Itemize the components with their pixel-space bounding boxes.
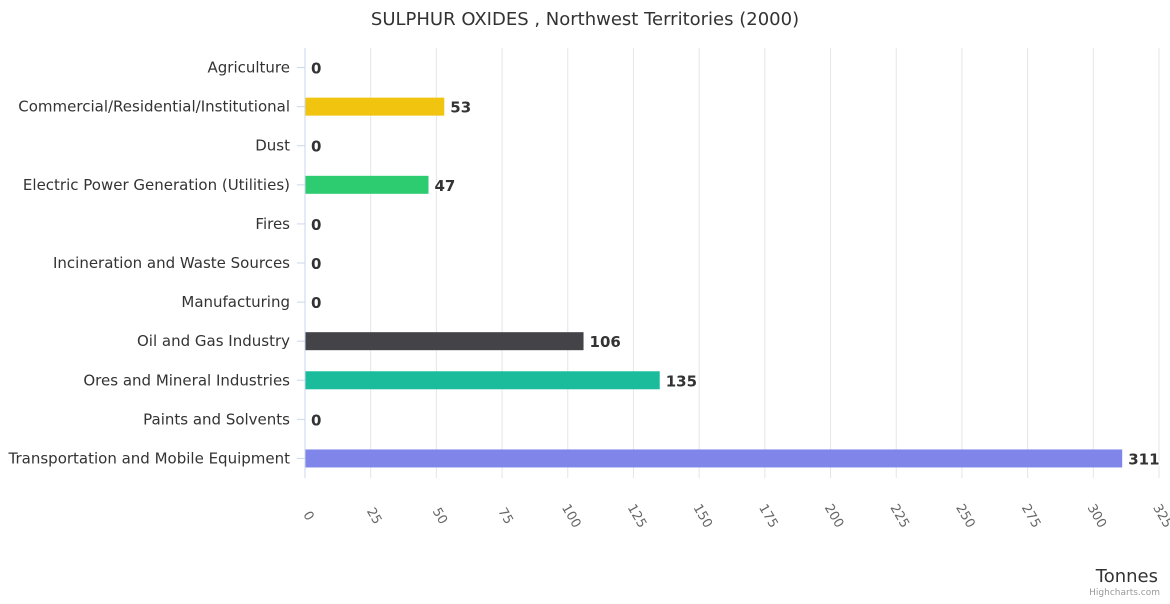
data-label: 0	[311, 216, 321, 234]
data-label: 0	[311, 294, 321, 312]
data-label: 47	[435, 177, 456, 195]
category-label: Commercial/Residential/Institutional	[18, 98, 290, 116]
bar[interactable]	[305, 371, 660, 390]
data-label: 0	[311, 255, 321, 273]
data-label: 0	[311, 60, 321, 78]
tick-label: 50	[429, 505, 450, 527]
category-label: Incineration and Waste Sources	[53, 254, 290, 272]
data-labels: 0 53 0 47 0 0 0 106 135 0 311	[310, 58, 1162, 470]
chart-title: SULPHUR OXIDES , Northwest Territories (…	[371, 9, 799, 30]
category-label: Agriculture	[208, 59, 291, 77]
category-axis: Agriculture Commercial/Residential/Instit…	[8, 48, 306, 478]
data-label: 0	[311, 411, 321, 429]
tick-label: 75	[494, 505, 515, 527]
credits-text[interactable]: Highcharts.com	[1089, 588, 1160, 598]
data-label: 311	[1128, 450, 1159, 468]
bar[interactable]	[305, 97, 445, 116]
bar[interactable]	[305, 332, 584, 351]
data-label: 106	[590, 333, 621, 351]
category-label: Oil and Gas Industry	[137, 332, 290, 350]
category-label: Fires	[255, 215, 290, 233]
bar[interactable]	[305, 175, 429, 194]
category-label: Transportation and Mobile Equipment	[8, 449, 291, 467]
data-label: 53	[450, 99, 471, 117]
category-label: Dust	[255, 137, 290, 155]
bars	[305, 97, 1123, 468]
data-label: 135	[666, 372, 697, 390]
category-label: Manufacturing	[181, 293, 290, 311]
data-label: 0	[311, 138, 321, 156]
category-label: Electric Power Generation (Utilities)	[23, 176, 290, 194]
grid	[370, 48, 1160, 478]
bar[interactable]	[305, 449, 1123, 468]
category-label: Ores and Mineral Industries	[83, 371, 290, 389]
category-label: Paints and Solvents	[143, 410, 290, 428]
tick-label: 25	[363, 505, 384, 527]
x-axis-title: Tonnes	[1095, 566, 1158, 587]
